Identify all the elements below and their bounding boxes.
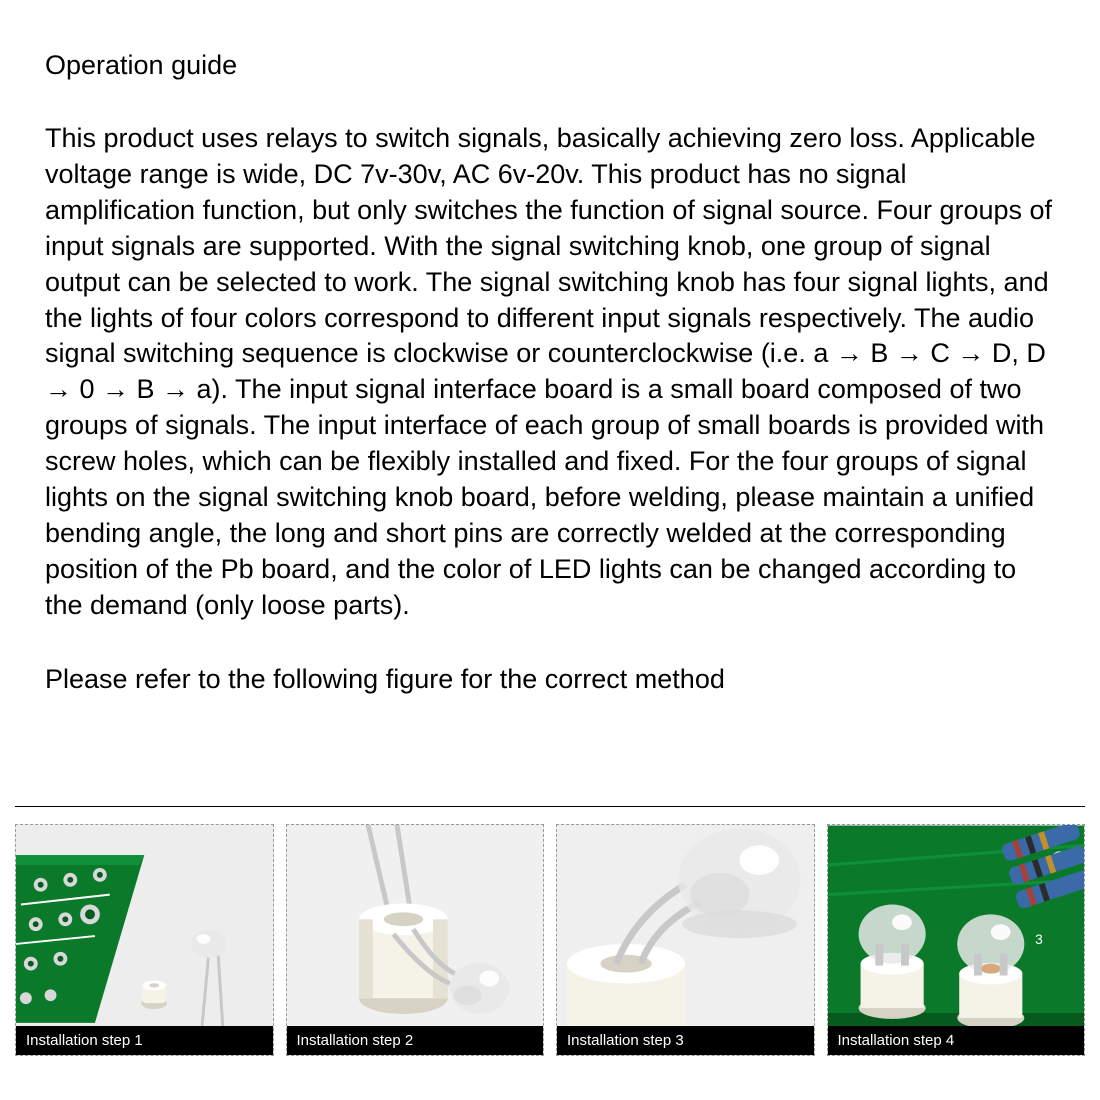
step-4-figure: 3 Installation step 4 [827, 824, 1086, 1056]
installation-steps-row: Installation step 1 [15, 824, 1085, 1056]
step-4-caption: Installation step 4 [828, 1026, 1085, 1055]
step-2-caption: Installation step 2 [287, 1026, 544, 1055]
svg-text:3: 3 [1035, 931, 1043, 947]
step-1-figure: Installation step 1 [15, 824, 274, 1056]
step-3-figure: Installation step 3 [556, 824, 815, 1056]
step-1-caption: Installation step 1 [16, 1026, 273, 1055]
page-title: Operation guide [45, 50, 1055, 81]
step-2-illustration [287, 825, 544, 1055]
step-3-caption: Installation step 3 [557, 1026, 814, 1055]
section-divider [15, 806, 1085, 807]
step-4-illustration: 3 [828, 825, 1085, 1055]
step-2-figure: Installation step 2 [286, 824, 545, 1056]
step-3-illustration [557, 825, 814, 1055]
figure-reference: Please refer to the following figure for… [45, 664, 1055, 695]
body-paragraph: This product uses relays to switch signa… [45, 121, 1055, 624]
step-1-illustration [16, 825, 273, 1055]
